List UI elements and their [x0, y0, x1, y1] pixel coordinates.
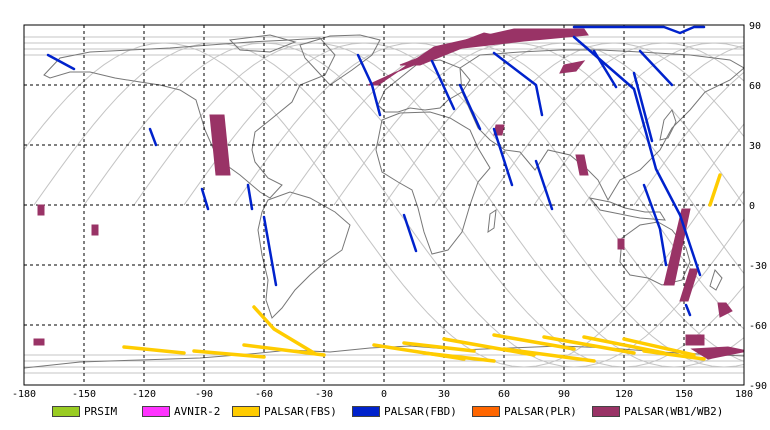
- graticule: [24, 25, 744, 385]
- y-tick-label: -60: [749, 321, 767, 332]
- legend-item-prsim: PRSIM: [52, 404, 117, 418]
- orbit-track: [333, 42, 744, 275]
- swath-palsar-fbd: [642, 183, 668, 267]
- x-tick-label: 180: [735, 389, 753, 400]
- legend-swatch-avnir2: [142, 405, 170, 417]
- swath-palsar-fbd: [356, 53, 374, 87]
- swath-palsar-fbd: [262, 215, 278, 287]
- x-tick-label: 120: [615, 389, 633, 400]
- swath-palsar-fbd: [632, 71, 654, 143]
- legend-item-palsar-wb: PALSAR(WB1/WB2): [592, 404, 723, 418]
- axis-ticks: -180 -150 -120 -90 -60 -30 0 30 60 90 120 150 180 90 6…: [12, 21, 767, 400]
- swath-palsar-fbd: [370, 83, 382, 117]
- swath-palsar-fbs: [422, 351, 496, 363]
- swath-palsar-fbd: [458, 83, 482, 131]
- legend-swatch-palsar-fbd: [352, 405, 380, 417]
- y-tick-label: 30: [749, 141, 761, 152]
- x-tick-label: 150: [675, 389, 693, 400]
- y-tick-label: -30: [749, 261, 767, 272]
- swath-palsar-fbd: [534, 159, 554, 211]
- swath-palsar-fbd: [148, 127, 158, 147]
- legend-swatch-palsar-wb: [592, 405, 620, 417]
- coverage-swaths: [33, 25, 744, 363]
- y-tick-label: 90: [749, 21, 761, 32]
- swath-palsar-fbd: [246, 183, 254, 211]
- swath-palsar-wb: [209, 114, 231, 176]
- x-tick-label: -30: [315, 389, 333, 400]
- swath-palsar-fbs: [642, 349, 706, 361]
- swath-palsar-wb: [617, 238, 625, 250]
- swath-palsar-fbd: [638, 49, 674, 87]
- x-tick-label: -90: [195, 389, 213, 400]
- swath-palsar-wb: [33, 338, 45, 346]
- legend: PRSIM AVNIR-2 PALSAR(FBS) PALSAR(FBD) PA…: [0, 400, 770, 422]
- swath-palsar-fbd: [46, 53, 76, 71]
- swath-palsar-fbs: [502, 347, 596, 363]
- x-tick-label: -120: [132, 389, 156, 400]
- legend-swatch-prsim: [52, 405, 80, 417]
- x-tick-label: -180: [12, 389, 36, 400]
- legend-item-avnir2: AVNIR-2: [142, 404, 220, 418]
- x-tick-label: 0: [381, 389, 387, 400]
- orbit-track: [433, 42, 744, 206]
- x-tick-label: -60: [255, 389, 273, 400]
- swath-palsar-fbd: [572, 35, 702, 277]
- swath-palsar-fbs: [122, 345, 186, 355]
- y-tick-label: 0: [749, 201, 755, 212]
- legend-label-avnir2: AVNIR-2: [174, 404, 221, 418]
- swath-palsar-fbd: [572, 25, 706, 35]
- swath-palsar-wb: [575, 154, 589, 176]
- swath-palsar-fbs: [708, 173, 722, 207]
- x-tick-label: -150: [72, 389, 96, 400]
- swath-palsar-wb: [685, 334, 705, 346]
- swath-palsar-fbd: [430, 59, 456, 111]
- orbit-track: [383, 42, 744, 206]
- legend-item-palsar-fbd: PALSAR(FBD): [352, 404, 457, 418]
- y-tick-label: 60: [749, 81, 761, 92]
- swath-palsar-fbd: [592, 49, 618, 89]
- swath-palsar-wb: [91, 224, 99, 236]
- swath-palsar-fbs: [192, 349, 266, 359]
- swath-palsar-fbs: [402, 341, 476, 353]
- legend-label-palsar-fbd: PALSAR(FBD): [384, 404, 457, 418]
- legend-swatch-palsar-plr: [472, 405, 500, 417]
- orbit-track: [183, 42, 744, 368]
- swath-palsar-fbd: [684, 303, 692, 317]
- swath-palsar-fbs: [492, 333, 576, 351]
- legend-label-palsar-fbs: PALSAR(FBS): [264, 404, 337, 418]
- swath-palsar-wb: [559, 60, 586, 74]
- coastlines: [24, 34, 744, 369]
- legend-item-palsar-plr: PALSAR(PLR): [472, 404, 577, 418]
- swath-palsar-wb: [679, 268, 699, 302]
- x-tick-label: 60: [498, 389, 510, 400]
- swath-palsar-fbs: [252, 305, 316, 355]
- legend-label-palsar-plr: PALSAR(PLR): [504, 404, 577, 418]
- map-frame: [23, 24, 745, 386]
- swath-palsar-fbd: [492, 51, 544, 117]
- x-tick-label: 90: [558, 389, 570, 400]
- swath-palsar-wb: [690, 346, 744, 360]
- swath-palsar-wb: [399, 32, 496, 66]
- legend-swatch-palsar-fbs: [232, 405, 260, 417]
- swath-palsar-fbs: [542, 335, 636, 355]
- coverage-map: -180 -150 -120 -90 -60 -30 0 30 60 90 120 150 180 90 6…: [12, 21, 767, 400]
- orbit-track: [483, 42, 744, 206]
- x-tick-label: 30: [438, 389, 450, 400]
- swath-palsar-fbd: [492, 127, 514, 187]
- legend-label-palsar-wb: PALSAR(WB1/WB2): [624, 404, 724, 418]
- y-tick-label: -90: [749, 381, 767, 392]
- swath-palsar-wb: [717, 302, 733, 318]
- swath-palsar-fbs: [242, 343, 326, 357]
- legend-item-palsar-fbs: PALSAR(FBS): [232, 404, 337, 418]
- orbit-track: [583, 45, 744, 206]
- swath-palsar-fbs: [622, 337, 696, 357]
- legend-label-prsim: PRSIM: [84, 404, 118, 418]
- swath-palsar-fbd: [402, 213, 418, 253]
- swath-palsar-fbd: [200, 187, 210, 211]
- swath-palsar-wb: [37, 204, 45, 216]
